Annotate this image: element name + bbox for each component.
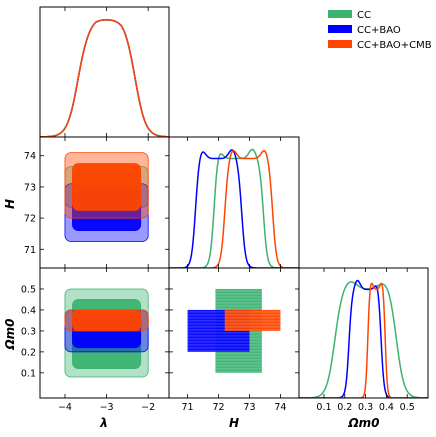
h-om0-hatch-cc-bao [187,311,250,352]
y-tick-label-om0-4: 0.5 [21,284,36,295]
panel-r0-c0 [40,19,169,137]
frame-layer [39,6,429,399]
panel-bg-r2-c2 [299,268,428,398]
om0-marginal-cc-bao-cmb [299,282,428,398]
panel-r1-c0 [64,152,149,242]
lambda-om0-inner-contour-cc-bao-cmb [72,309,142,332]
x-axis-label-om0: Ωm0 [347,416,379,430]
x-tick-label-om0-3: 0.4 [379,402,394,413]
y-tick-label-om0-3: 0.4 [21,305,36,316]
om0-marginal-cc-bao [299,279,428,398]
y-tick-label-h-0: 71 [24,245,36,256]
panel-r1-c1 [169,149,299,268]
panel-r2-c1 [187,288,281,373]
x-tick-label-om0-2: 0.3 [358,402,373,413]
legend-label-cc: CC [357,10,371,21]
x-tick-label-lambda-0: −4 [58,402,72,413]
x-tick-label-h-1: 72 [212,402,224,413]
tick-layer: −4 −3 −2 71 72 73 74 0.1 0.2 0.3 0.4 0.5 71 72 73 74 0.1… [21,7,415,413]
x-axis-label-lambda: λ [99,416,108,430]
panel-r1-c1 [169,149,299,268]
lambda-marginal-cc-bao-cmb [40,19,169,137]
y-axis-label-h: H [3,199,17,209]
data-layer [40,19,428,398]
legend-swatch-cc [328,10,352,18]
lambda-h-inner-contour-cc-bao-cmb [72,163,142,211]
x-tick-label-lambda-2: −2 [141,402,155,413]
panel-frame-r2-c2 [298,267,429,399]
panel-bg-r0-c0 [40,7,169,137]
y-tick-label-h-3: 74 [24,151,36,162]
x-tick-label-h-3: 74 [274,402,286,413]
legend: CC CC+BAO CC+BAO+CMB [328,10,432,51]
h-marginal-cc-bao-cmb [169,149,299,268]
x-tick-label-om0-1: 0.2 [337,402,352,413]
panel-r2-c0 [64,288,149,378]
panel-r2-c2 [299,282,428,398]
x-tick-label-om0-4: 0.5 [400,402,415,413]
legend-label-cc-bao: CC+BAO [357,25,401,36]
y-tick-label-h-1: 72 [24,214,36,225]
h-om0-hatch-cc-bao-cmb [224,311,281,331]
x-tick-label-lambda-1: −3 [100,402,114,413]
legend-swatch-cc-bao-cmb [328,40,352,48]
x-tick-label-om0-0: 0.1 [316,402,331,413]
legend-label-cc-bao-cmb: CC+BAO+CMB [357,40,432,51]
y-tick-label-om0-0: 0.1 [21,368,36,379]
x-tick-label-h-2: 73 [243,402,255,413]
y-tick-label-h-2: 73 [24,182,36,193]
legend-swatch-cc-bao [328,25,352,33]
h-marginal-cc-bao [169,149,299,268]
x-tick-label-h-0: 71 [182,402,194,413]
y-tick-label-om0-2: 0.3 [21,326,36,337]
h-om0-region-cc-bao-cmb [224,309,281,331]
y-tick-label-om0-1: 0.2 [21,347,36,358]
panel-bg-r1-c1 [169,137,299,268]
y-axis-label-om0: Ωm0 [3,318,17,350]
x-axis-label-h: H [229,416,239,430]
panel-r2-c2 [299,279,428,398]
